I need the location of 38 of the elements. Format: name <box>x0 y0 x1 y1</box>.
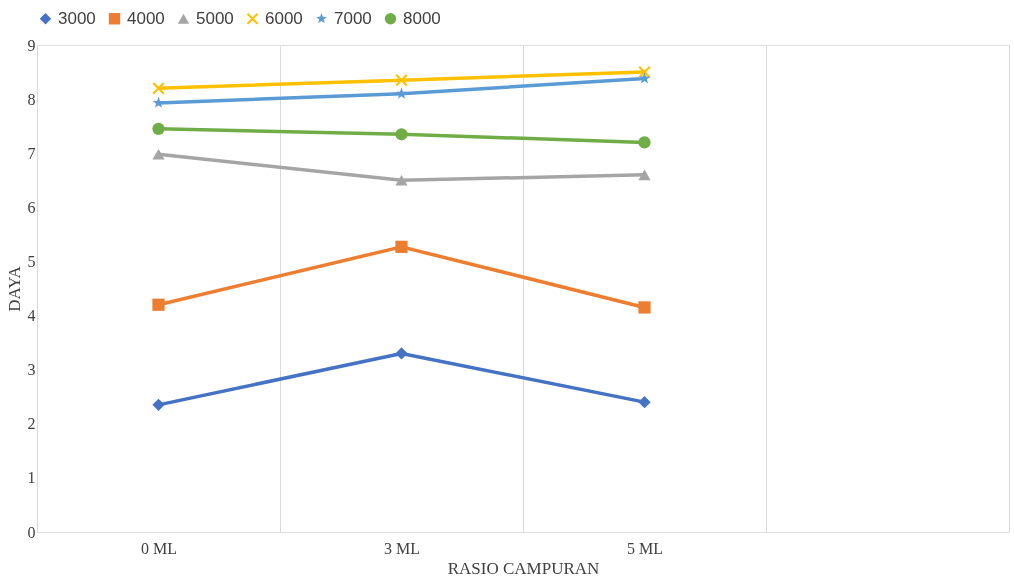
y-tick-label: 1 <box>27 469 36 487</box>
y-tick-label: 5 <box>27 252 36 270</box>
legend-label: 3000 <box>58 8 96 28</box>
point <box>395 87 408 99</box>
point <box>395 174 408 186</box>
point <box>152 149 165 160</box>
y-tick-label: 2 <box>27 415 36 433</box>
point <box>152 82 165 95</box>
y-tick-label: 3 <box>27 361 36 379</box>
y-tick-label: 8 <box>27 90 36 108</box>
y-tick-label: 7 <box>27 144 36 162</box>
point <box>152 398 165 411</box>
legend-label: 5000 <box>196 8 234 28</box>
y-axis-title: DAYA <box>4 265 24 312</box>
point <box>395 74 408 87</box>
point <box>638 65 651 79</box>
legend-label: 4000 <box>127 8 165 28</box>
point <box>638 301 651 314</box>
point <box>395 128 408 141</box>
y-tick-label: 9 <box>27 36 36 54</box>
y-tick-label: 4 <box>27 307 36 325</box>
point <box>638 72 651 84</box>
point <box>152 298 165 311</box>
y-tick-label: 6 <box>27 198 36 216</box>
legend-label: 8000 <box>403 8 441 28</box>
point <box>152 122 165 135</box>
x-tick-label: 3 ML <box>384 539 420 557</box>
legend-label: 7000 <box>334 8 372 28</box>
x-axis-title: RASIO CAMPURAN <box>447 558 600 578</box>
point <box>638 396 651 409</box>
point <box>638 169 651 181</box>
y-tick-label: 0 <box>27 523 36 541</box>
point <box>395 347 408 360</box>
point <box>395 240 408 253</box>
point <box>638 136 651 149</box>
x-tick-label: 5 ML <box>627 539 663 557</box>
legend-label: 6000 <box>265 8 303 28</box>
x-tick-label: 0 ML <box>141 539 177 557</box>
